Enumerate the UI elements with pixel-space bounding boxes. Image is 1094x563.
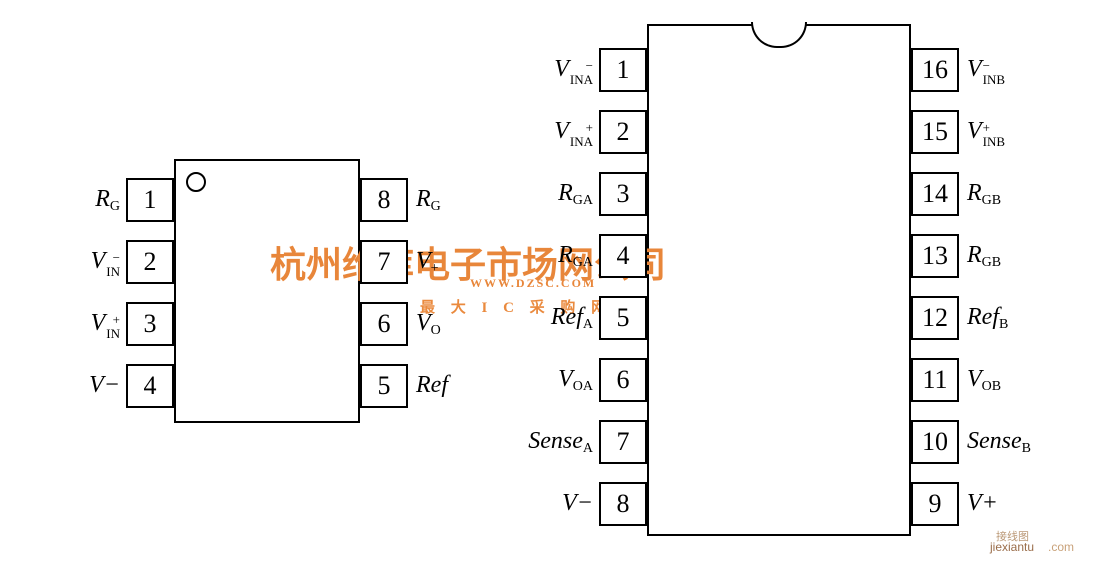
chip8-pin-7: 7: [360, 240, 408, 284]
chip-8pin-body: [174, 159, 360, 423]
chip8-pin-2-label: V−IN: [10, 248, 120, 279]
chip8-pin-1: 1: [126, 178, 174, 222]
diagram-stage: 杭州维库电子市场网公司 WWW.DZSC.COM 最 大 I C 采 购 网 站…: [0, 0, 1094, 563]
chip16-pin-15: 15: [911, 110, 959, 154]
chip16-pin-5-label: RefA: [483, 304, 593, 331]
chip16-pin-2: 2: [599, 110, 647, 154]
chip8-pin-1-label: RG: [10, 186, 120, 213]
chip16-pin-11-label: VOB: [967, 366, 1077, 393]
chip16-pin-1-label: V−INA: [483, 56, 593, 87]
footer-site: jiexiantu: [990, 540, 1034, 554]
chip16-pin-9: 9: [911, 482, 959, 526]
chip8-pin-5: 5: [360, 364, 408, 408]
chip8-pin-4-label: V−: [10, 372, 120, 399]
chip16-pin-2-label: V+INA: [483, 118, 593, 149]
chip8-pin-2: 2: [126, 240, 174, 284]
chip16-pin-15-label: V+INB: [967, 118, 1077, 149]
chip16-pin-1: 1: [599, 48, 647, 92]
chip16-pin-3-label: RGA: [483, 180, 593, 207]
chip16-pin-6: 6: [599, 358, 647, 402]
chip8-pin-8: 8: [360, 178, 408, 222]
chip16-pin-9-label: V+: [967, 490, 1077, 517]
chip16-pin-11: 11: [911, 358, 959, 402]
chip16-pin-8-label: V−: [483, 490, 593, 517]
chip8-pin-3-label: V+IN: [10, 310, 120, 341]
chip8-pin-3: 3: [126, 302, 174, 346]
chip8-pin-4: 4: [126, 364, 174, 408]
chip16-pin-6-label: VOA: [483, 366, 593, 393]
chip16-pin-8: 8: [599, 482, 647, 526]
chip8-pin-6: 6: [360, 302, 408, 346]
chip16-pin-10: 10: [911, 420, 959, 464]
chip16-pin-4-label: RGA: [483, 242, 593, 269]
chip16-pin-14: 14: [911, 172, 959, 216]
chip16-pin-5: 5: [599, 296, 647, 340]
chip16-pin-13-label: RGB: [967, 242, 1077, 269]
chip16-pin-13: 13: [911, 234, 959, 278]
chip16-pin-7-label: SenseA: [483, 428, 593, 455]
chip16-pin-3: 3: [599, 172, 647, 216]
chip16-pin-7: 7: [599, 420, 647, 464]
chip16-pin-14-label: RGB: [967, 180, 1077, 207]
chip-16pin-body: [647, 24, 911, 536]
chip16-pin-16-label: V−INB: [967, 56, 1077, 87]
chip16-pin-10-label: SenseB: [967, 428, 1077, 455]
footer-domain: .com: [1048, 540, 1074, 554]
watermark-url: WWW.DZSC.COM: [470, 276, 596, 291]
chip16-pin-4: 4: [599, 234, 647, 278]
chip16-pin-12: 12: [911, 296, 959, 340]
chip16-pin-12-label: RefB: [967, 304, 1077, 331]
chip16-pin-16: 16: [911, 48, 959, 92]
chip-8pin-notch: [186, 172, 206, 192]
